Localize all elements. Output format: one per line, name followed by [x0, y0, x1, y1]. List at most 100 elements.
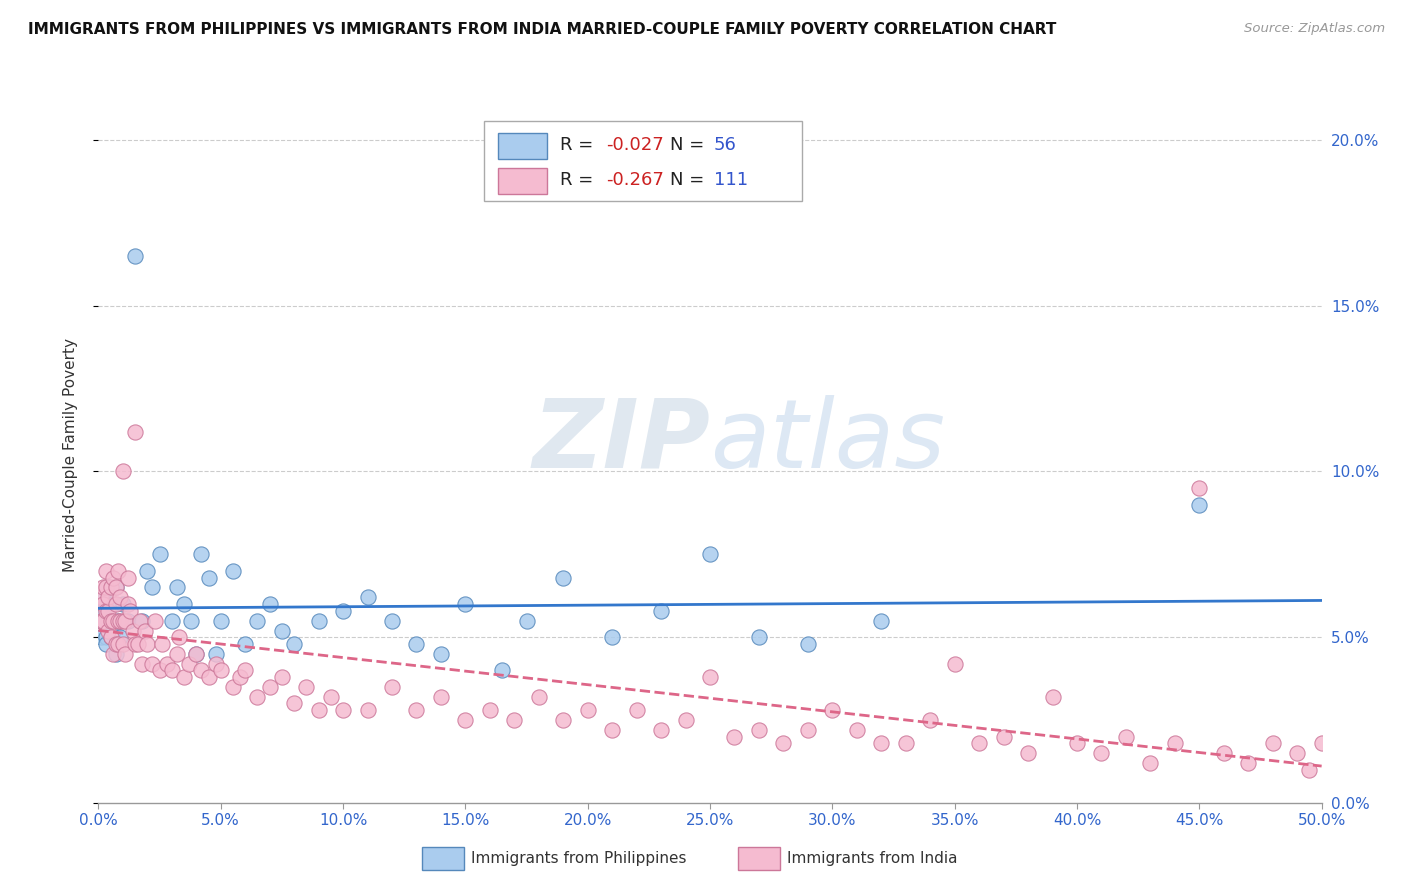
Point: [270, 670, 294, 684]
Point: [101, 597, 124, 611]
Point: [405, 703, 427, 717]
Point: [920, 713, 942, 727]
Point: [233, 663, 256, 677]
Point: [894, 736, 917, 750]
Point: [166, 581, 188, 595]
Point: [117, 570, 139, 584]
Point: [675, 713, 697, 727]
Point: [110, 630, 132, 644]
Point: [319, 690, 342, 704]
Point: [190, 663, 212, 677]
Point: [136, 564, 159, 578]
Point: [209, 614, 232, 628]
Point: [91, 614, 114, 628]
Point: [1090, 746, 1112, 760]
Point: [160, 614, 183, 628]
Point: [821, 703, 844, 717]
Text: R =: R =: [560, 171, 599, 189]
Point: [104, 647, 127, 661]
Point: [91, 604, 114, 618]
Point: [117, 597, 139, 611]
Text: IMMIGRANTS FROM PHILIPPINES VS IMMIGRANTS FROM INDIA MARRIED-COUPLE FAMILY POVER: IMMIGRANTS FROM PHILIPPINES VS IMMIGRANT…: [28, 22, 1056, 37]
Point: [90, 614, 112, 628]
Point: [650, 604, 672, 618]
Point: [1261, 736, 1284, 750]
Point: [97, 624, 120, 638]
Point: [177, 657, 200, 671]
Point: [283, 637, 305, 651]
FancyBboxPatch shape: [484, 121, 801, 201]
Point: [209, 663, 232, 677]
Point: [136, 637, 159, 651]
Point: [553, 570, 575, 584]
Point: [111, 637, 134, 651]
Point: [111, 614, 134, 628]
Point: [111, 465, 134, 479]
Point: [454, 597, 477, 611]
Point: [1017, 746, 1039, 760]
Point: [104, 581, 127, 595]
Point: [110, 614, 132, 628]
Point: [1347, 763, 1369, 777]
FancyBboxPatch shape: [498, 133, 547, 159]
Point: [1188, 481, 1211, 495]
Point: [943, 657, 966, 671]
Point: [222, 564, 245, 578]
Point: [870, 614, 893, 628]
Point: [259, 680, 281, 694]
Point: [90, 614, 112, 628]
Point: [111, 597, 134, 611]
Point: [127, 637, 149, 651]
Point: [1164, 736, 1187, 750]
Point: [124, 637, 146, 651]
Point: [120, 604, 142, 618]
Point: [124, 249, 146, 263]
Point: [454, 713, 477, 727]
Point: [197, 570, 219, 584]
Point: [100, 581, 122, 595]
Point: [270, 624, 294, 638]
Point: [1188, 498, 1211, 512]
Point: [104, 637, 127, 651]
Point: [101, 570, 124, 584]
Point: [478, 703, 501, 717]
Point: [94, 604, 117, 618]
Point: [160, 663, 183, 677]
Point: [104, 581, 127, 595]
Point: [503, 713, 526, 727]
Text: Immigrants from Philippines: Immigrants from Philippines: [471, 852, 686, 866]
Point: [205, 657, 228, 671]
Point: [1212, 746, 1234, 760]
Point: [246, 614, 269, 628]
Point: [1237, 756, 1260, 770]
Point: [283, 697, 305, 711]
Point: [491, 663, 513, 677]
Point: [381, 680, 404, 694]
Point: [141, 657, 163, 671]
Text: R =: R =: [560, 136, 599, 154]
Point: [149, 547, 172, 561]
Point: [527, 690, 550, 704]
Point: [246, 690, 269, 704]
Point: [772, 736, 794, 750]
Point: [259, 597, 281, 611]
Point: [222, 680, 245, 694]
Point: [90, 591, 112, 605]
Point: [797, 637, 820, 651]
Point: [229, 670, 252, 684]
Point: [356, 703, 378, 717]
Point: [94, 630, 117, 644]
Point: [107, 614, 129, 628]
Point: [845, 723, 868, 737]
Point: [149, 663, 172, 677]
Point: [600, 630, 623, 644]
Point: [166, 647, 188, 661]
Point: [748, 723, 770, 737]
Point: [100, 614, 122, 628]
Point: [1323, 756, 1346, 770]
Point: [1310, 736, 1333, 750]
Point: [100, 614, 122, 628]
Point: [141, 581, 163, 595]
Point: [134, 624, 156, 638]
Point: [295, 680, 318, 694]
